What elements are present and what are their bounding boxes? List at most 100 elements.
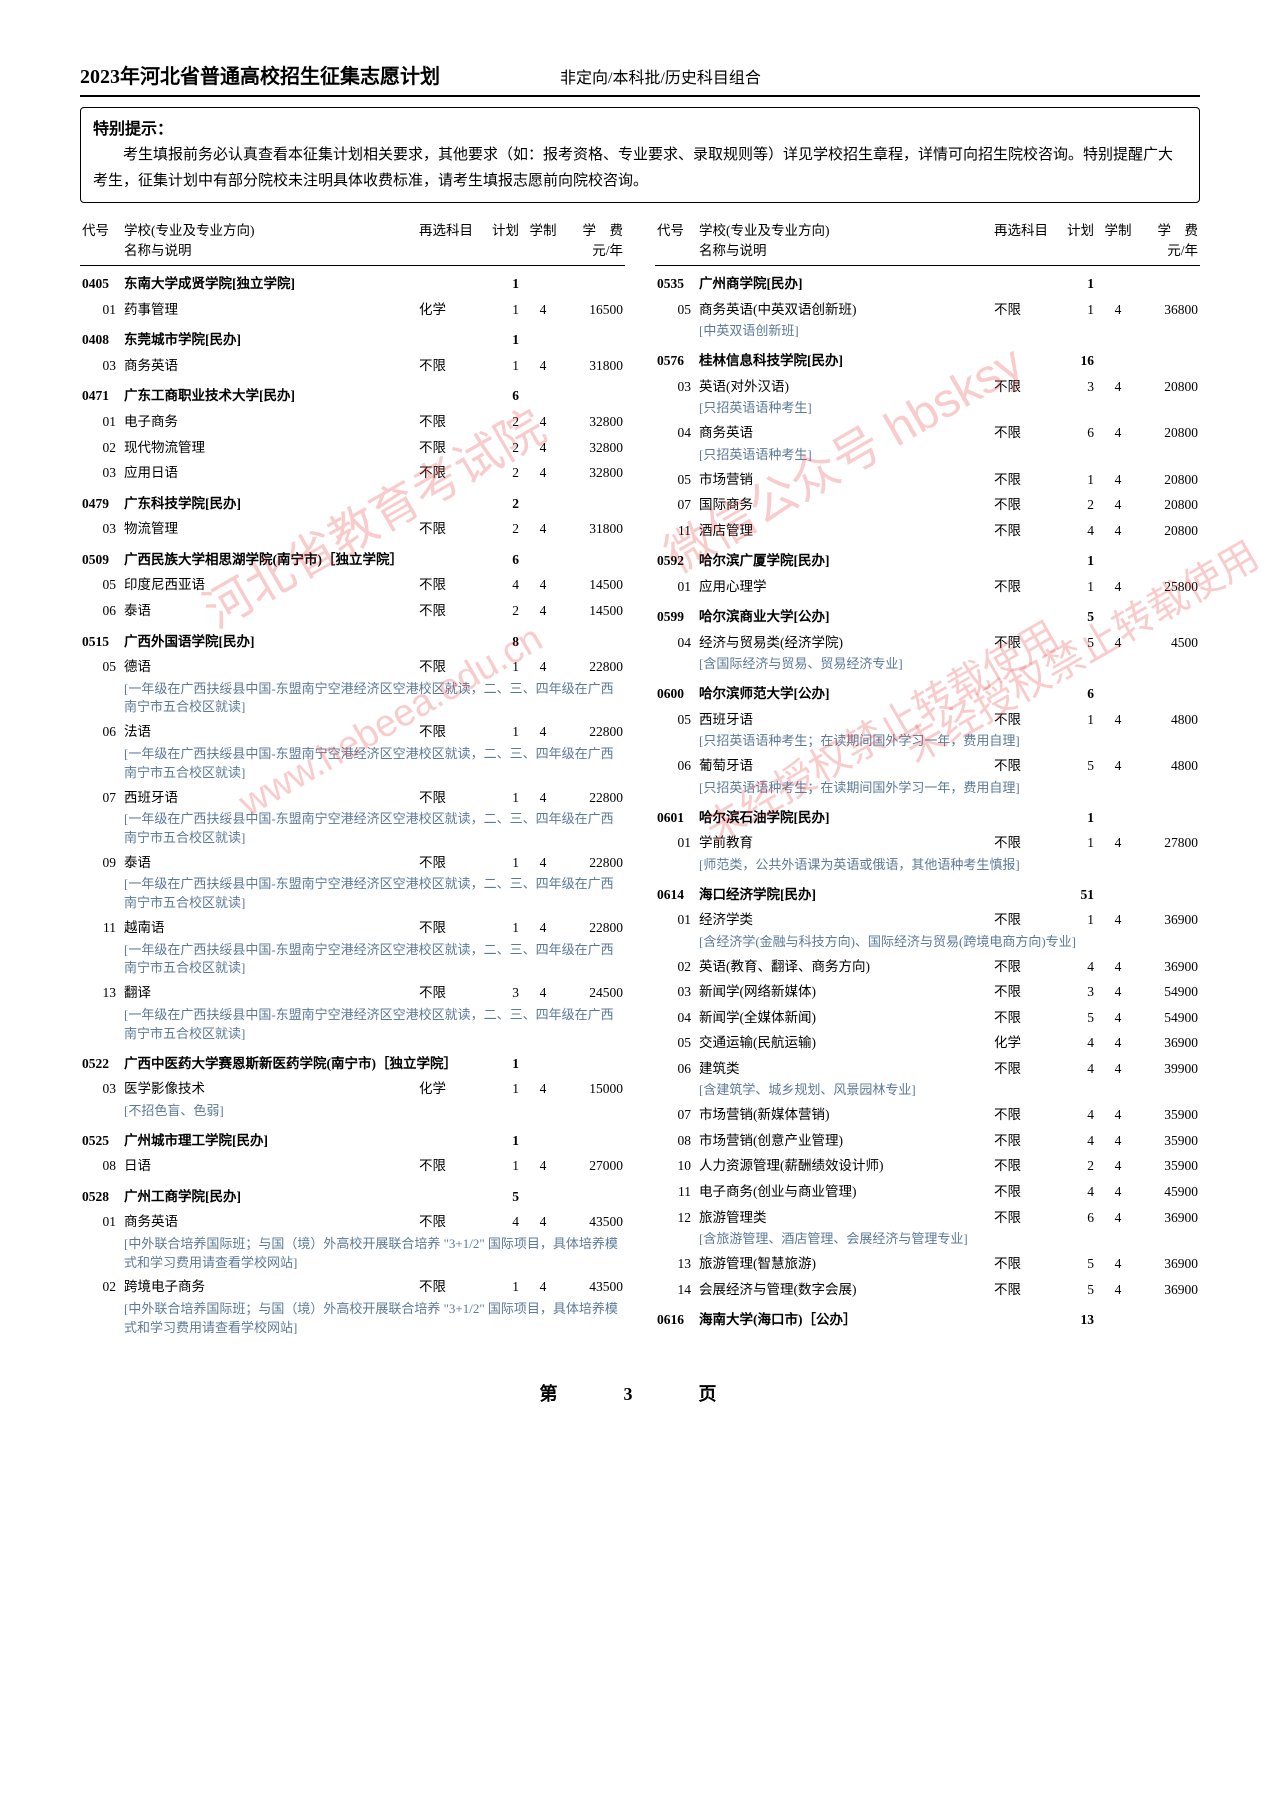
major-fee: 20800 <box>1140 467 1200 493</box>
major-plan: 1 <box>1052 297 1096 323</box>
page-header: 2023年河北省普通高校招生征集志愿计划 非定向/本科批/历史科目组合 <box>80 60 1200 97</box>
major-subj: 不限 <box>992 830 1052 856</box>
major-subj: 化学 <box>417 297 477 323</box>
major-code: 05 <box>655 467 697 493</box>
major-code: 13 <box>80 980 122 1006</box>
major-code: 14 <box>655 1277 697 1303</box>
major-plan: 1 <box>477 353 521 379</box>
major-year: 4 <box>1096 1030 1140 1056</box>
major-name: 葡萄牙语 <box>697 753 992 779</box>
major-fee: 36900 <box>1140 1251 1200 1277</box>
major-year: 4 <box>521 460 565 486</box>
major-code: 06 <box>80 598 122 624</box>
major-subj: 不限 <box>417 353 477 379</box>
major-code: 06 <box>655 753 697 779</box>
major-plan: 4 <box>1052 518 1096 544</box>
major-row: 03医学影像技术化学1415000 <box>80 1076 625 1102</box>
note-text: [含经济学(金融与科技方向)、国际经济与贸易(跨境电商方向)专业] <box>697 933 1200 954</box>
major-subj: 不限 <box>992 1277 1052 1303</box>
note-row: [含国际经济与贸易、贸易经济专业] <box>655 655 1200 676</box>
school-plan: 5 <box>477 1179 521 1210</box>
major-subj: 不限 <box>992 1128 1052 1154</box>
major-fee: 35900 <box>1140 1102 1200 1128</box>
major-subj: 不限 <box>992 420 1052 446</box>
major-fee: 24500 <box>565 980 625 1006</box>
note-text: [只招英语语种考生；在读期间国外学习一年，费用自理] <box>697 779 1200 800</box>
plan-table-right: 代号 学校(专业及专业方向)名称与说明 再选科目 计划 学制 学 费元/年 05… <box>655 217 1200 1332</box>
school-row: 0592哈尔滨广厦学院[民办]1 <box>655 543 1200 574</box>
th-year: 学制 <box>1096 217 1140 266</box>
major-row: 07市场营销(新媒体营销)不限4435900 <box>655 1102 1200 1128</box>
major-fee: 36900 <box>1140 1030 1200 1056</box>
note-row: [一年级在广西扶绥县中国-东盟南宁空港经济区空港校区就读，二、三、四年级在广西南… <box>80 680 625 720</box>
school-row: 0525广州城市理工学院[民办]1 <box>80 1123 625 1154</box>
major-plan: 5 <box>1052 1277 1096 1303</box>
major-fee: 4800 <box>1140 707 1200 733</box>
note-text: [一年级在广西扶绥县中国-东盟南宁空港经济区空港校区就读，二、三、四年级在广西南… <box>122 810 625 850</box>
note-row: [含经济学(金融与科技方向)、国际经济与贸易(跨境电商方向)专业] <box>655 933 1200 954</box>
school-name: 广西外国语学院[民办] <box>122 624 477 655</box>
major-year: 4 <box>521 516 565 542</box>
major-fee: 22800 <box>565 785 625 811</box>
major-name: 西班牙语 <box>122 785 417 811</box>
major-subj: 不限 <box>417 1209 477 1235</box>
major-name: 商务英语 <box>122 353 417 379</box>
school-code: 0479 <box>80 486 122 517</box>
major-name: 旅游管理类 <box>697 1205 992 1231</box>
major-plan: 2 <box>1052 1153 1096 1179</box>
major-fee: 27000 <box>565 1153 625 1179</box>
major-name: 商务英语 <box>122 1209 417 1235</box>
major-code: 02 <box>655 954 697 980</box>
major-row: 06法语不限1422800 <box>80 719 625 745</box>
major-code: 01 <box>80 409 122 435</box>
left-column: 代号 学校(专业及专业方向)名称与说明 再选科目 计划 学制 学 费元/年 04… <box>80 217 625 1340</box>
school-code: 0515 <box>80 624 122 655</box>
school-name: 桂林信息科技学院[民办] <box>697 343 1052 374</box>
major-plan: 3 <box>477 980 521 1006</box>
note-row: [只招英语语种考生；在读期间国外学习一年，费用自理] <box>655 779 1200 800</box>
major-subj: 不限 <box>992 630 1052 656</box>
school-plan: 6 <box>477 378 521 409</box>
major-fee: 20800 <box>1140 492 1200 518</box>
major-name: 交通运输(民航运输) <box>697 1030 992 1056</box>
major-plan: 6 <box>1052 420 1096 446</box>
major-fee: 36800 <box>1140 297 1200 323</box>
major-row: 01应用心理学不限1425800 <box>655 574 1200 600</box>
major-year: 4 <box>1096 467 1140 493</box>
school-row: 0600哈尔滨师范大学[公办]6 <box>655 676 1200 707</box>
school-code: 0509 <box>80 542 122 573</box>
school-name: 东莞城市学院[民办] <box>122 322 477 353</box>
major-row: 01学前教育不限1427800 <box>655 830 1200 856</box>
major-year: 4 <box>1096 907 1140 933</box>
major-subj: 不限 <box>992 574 1052 600</box>
major-fee: 4800 <box>1140 753 1200 779</box>
major-name: 新闻学(网络新媒体) <box>697 979 992 1005</box>
major-code: 08 <box>80 1153 122 1179</box>
note-row: [一年级在广西扶绥县中国-东盟南宁空港经济区空港校区就读，二、三、四年级在广西南… <box>80 810 625 850</box>
school-name: 广州商学院[民办] <box>697 266 1052 297</box>
major-year: 4 <box>521 654 565 680</box>
major-subj: 不限 <box>417 785 477 811</box>
major-plan: 1 <box>477 915 521 941</box>
school-name: 哈尔滨广厦学院[民办] <box>697 543 1052 574</box>
major-plan: 2 <box>477 409 521 435</box>
major-code: 01 <box>655 830 697 856</box>
major-code: 03 <box>80 460 122 486</box>
note-text: [不招色盲、色弱] <box>122 1102 625 1123</box>
major-code: 07 <box>655 492 697 518</box>
major-row: 09泰语不限1422800 <box>80 850 625 876</box>
major-code: 03 <box>80 516 122 542</box>
major-fee: 31800 <box>565 353 625 379</box>
major-name: 建筑类 <box>697 1056 992 1082</box>
major-year: 4 <box>521 1274 565 1300</box>
major-row: 03新闻学(网络新媒体)不限3454900 <box>655 979 1200 1005</box>
major-subj: 不限 <box>417 980 477 1006</box>
major-year: 4 <box>521 915 565 941</box>
note-text: [只招英语语种考生] <box>697 446 1200 467</box>
major-code: 04 <box>655 1005 697 1031</box>
major-fee: 39900 <box>1140 1056 1200 1082</box>
major-subj: 不限 <box>992 954 1052 980</box>
school-plan: 6 <box>1052 676 1096 707</box>
major-row: 07西班牙语不限1422800 <box>80 785 625 811</box>
major-fee: 54900 <box>1140 979 1200 1005</box>
